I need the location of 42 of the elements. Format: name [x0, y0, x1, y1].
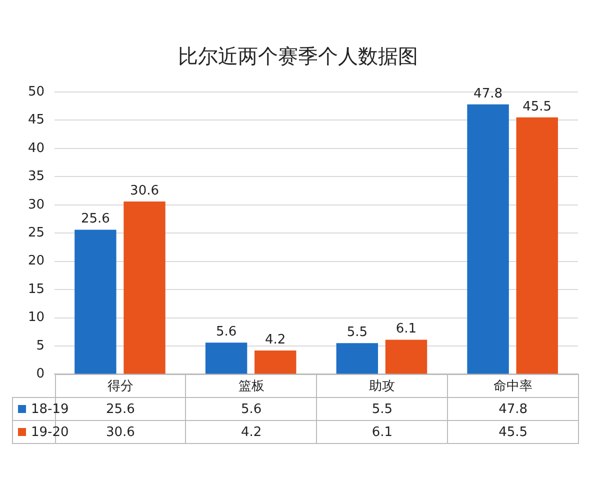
y-tick-label: 35 — [28, 169, 45, 184]
bar — [467, 104, 509, 374]
bar — [516, 117, 558, 374]
y-tick-label: 30 — [28, 197, 45, 212]
data-label: 5.6 — [186, 398, 317, 421]
data-label: 4.2 — [186, 420, 317, 444]
x-tick-label: 得分 — [55, 374, 186, 398]
annotation: 45.5 — [522, 99, 552, 114]
y-tick-label: 45 — [28, 112, 45, 128]
data-label: 30.6 — [106, 424, 135, 440]
y-tick-label: 10 — [28, 310, 45, 326]
y-tick-label: 15 — [28, 282, 45, 297]
data-label: 47.8 — [448, 398, 578, 421]
bar — [254, 350, 296, 374]
annotation: 47.8 — [474, 86, 503, 102]
y-tick-label: 50 — [28, 84, 45, 100]
annotation: 5.6 — [216, 324, 237, 340]
bar — [205, 342, 248, 374]
legend-label: 18-19 — [30, 400, 69, 419]
chart-title: 比尔近两个赛季个人数据图 — [178, 44, 418, 68]
y-tick-label: 20 — [28, 254, 45, 269]
bar — [385, 340, 428, 374]
annotation: 5.5 — [346, 325, 368, 340]
y-tick-label: 0 — [36, 366, 45, 382]
data-label: 45.5 — [448, 420, 578, 444]
y-tick-label: 5 — [36, 338, 45, 354]
annotation: 4.2 — [265, 332, 286, 348]
x-tick-label: 篮板 — [186, 374, 317, 398]
legend-label: 19-20 — [30, 424, 69, 442]
bar — [336, 343, 378, 374]
bar — [74, 230, 116, 374]
data-label: 6.1 — [316, 420, 448, 444]
data-label: 25.6 — [106, 402, 135, 417]
y-tick-label: 40 — [28, 140, 45, 156]
annotation: 6.1 — [396, 322, 417, 337]
x-tick-label: 命中率 — [448, 374, 578, 398]
x-tick-label: 助攻 — [316, 374, 448, 398]
annotation: 30.6 — [130, 183, 159, 198]
y-tick-label: 25 — [28, 225, 45, 240]
data-label: 5.5 — [316, 398, 448, 421]
bar — [124, 201, 166, 374]
annotation: 25.6 — [80, 212, 110, 227]
